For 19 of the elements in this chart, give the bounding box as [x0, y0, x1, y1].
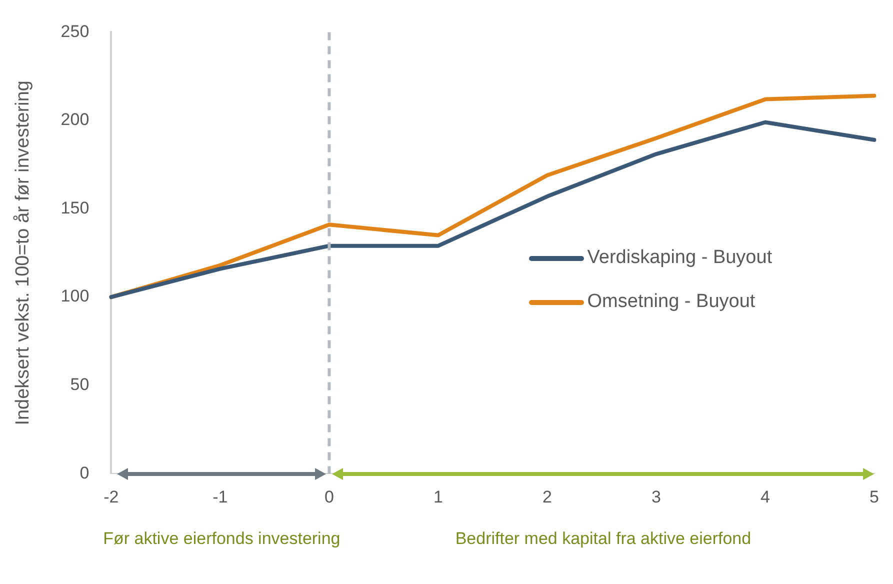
text: Bedrifter med kapital fra aktive eierfond	[455, 528, 752, 549]
x-tick-label: 1	[433, 487, 443, 506]
legend-label: Omsetning - Buyout	[587, 291, 756, 314]
text: Før aktive eierfonds investering	[103, 528, 340, 549]
x-tick-label: 4	[760, 487, 770, 506]
y-tick-label: 50	[70, 375, 90, 394]
y-tick-label: 150	[60, 198, 90, 218]
y-tick-label: 250	[60, 22, 90, 41]
y-tick-label: 200	[60, 110, 90, 130]
x-tick-label: -2	[104, 487, 119, 506]
x-tick-label: 5	[870, 487, 880, 506]
y-tick-label: 0	[80, 463, 90, 482]
y-axis-title: Indeksert vekst. 100=to år før investering	[12, 80, 34, 426]
y-tick-label: 100	[60, 286, 90, 306]
legend-label: Verdiskaping - Buyout	[587, 247, 772, 270]
x-tick-label: 0	[324, 487, 334, 506]
x-tick-label: 3	[652, 487, 661, 506]
x-tick-label: 2	[542, 487, 552, 506]
x-tick-label: -1	[212, 487, 228, 506]
